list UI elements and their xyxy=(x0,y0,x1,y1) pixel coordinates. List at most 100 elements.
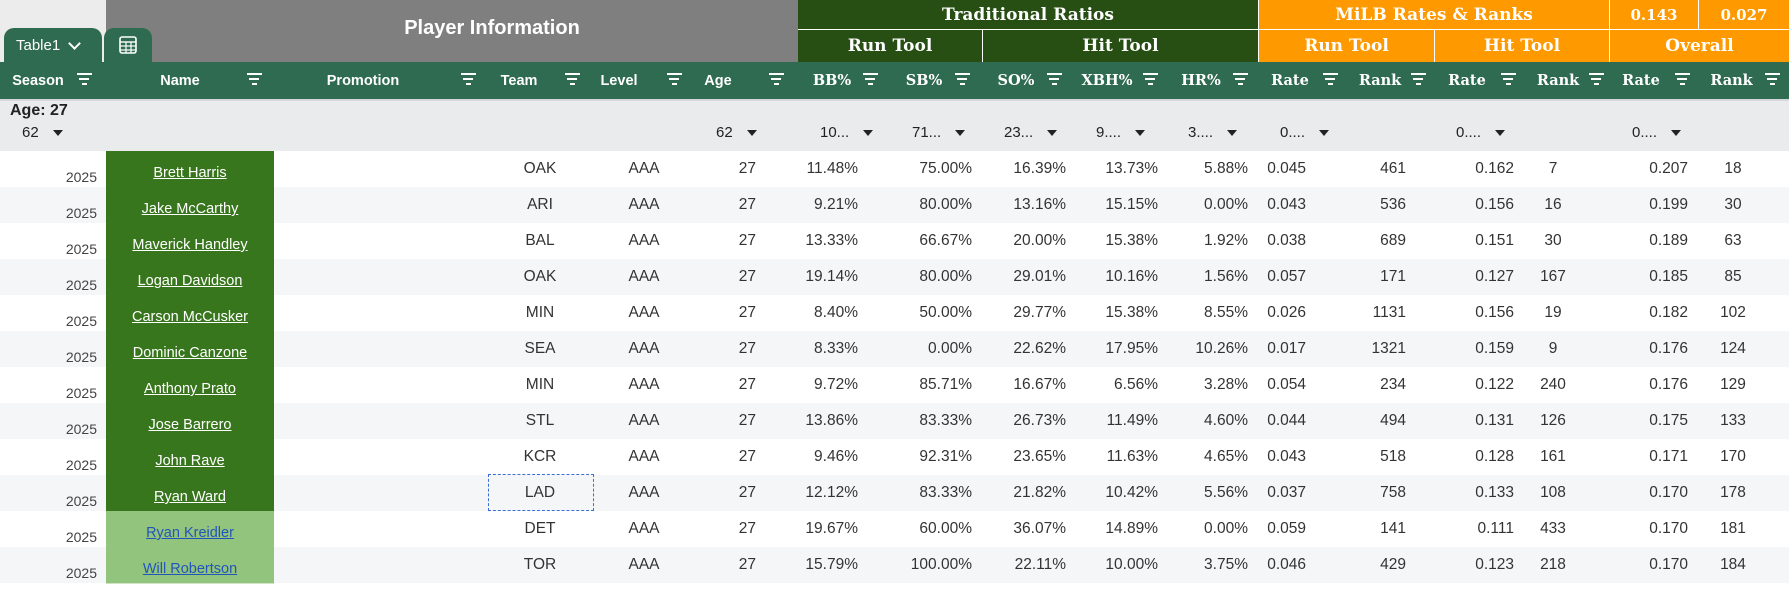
cell-name[interactable]: Maverick Handley xyxy=(106,223,274,260)
cell-ov-rank[interactable]: 63 xyxy=(1724,232,1742,249)
cell-season[interactable]: 2025 xyxy=(65,169,97,185)
so-summary-dropdown[interactable]: 23... xyxy=(1004,124,1058,141)
cell-xbh[interactable]: 15.15% xyxy=(1105,196,1158,213)
cell-age[interactable]: 27 xyxy=(738,196,756,213)
cell-team[interactable]: ARI xyxy=(527,196,553,213)
cell-so[interactable]: 23.65% xyxy=(1013,448,1066,465)
cell-hit-rank[interactable]: 240 xyxy=(1540,376,1566,393)
cell-run-rank[interactable]: 429 xyxy=(1380,556,1406,573)
hit-rate-summary-dropdown[interactable]: 0.... xyxy=(1456,124,1506,141)
cell-age[interactable]: 27 xyxy=(738,556,756,573)
cell-hit-rate[interactable]: 0.159 xyxy=(1475,340,1514,357)
cell-hit-rate[interactable]: 0.111 xyxy=(1477,520,1515,537)
col-header-so[interactable]: SO% xyxy=(982,62,1072,99)
cell-sb[interactable]: 92.31% xyxy=(919,448,972,465)
cell-promotion[interactable] xyxy=(274,475,482,511)
cell-sb[interactable]: 75.00% xyxy=(919,160,972,177)
cell-level[interactable]: AAA xyxy=(628,196,660,213)
cell-xbh[interactable]: 11.49% xyxy=(1106,412,1158,429)
cell-so[interactable]: 29.77% xyxy=(1013,304,1066,321)
cell-so[interactable]: 16.67% xyxy=(1013,376,1066,393)
cell-run-rank[interactable]: 494 xyxy=(1380,412,1406,429)
cell-run-rate[interactable]: 0.026 xyxy=(1267,304,1306,321)
cell-bb[interactable]: 12.12% xyxy=(805,484,858,501)
col-header-promotion[interactable]: Promotion xyxy=(274,62,482,99)
cell-promotion[interactable] xyxy=(274,547,482,583)
age-summary-dropdown[interactable]: 62 xyxy=(716,124,757,141)
player-name-link[interactable]: Ryan Ward xyxy=(154,489,226,505)
filter-icon[interactable] xyxy=(862,73,878,87)
player-name-link[interactable]: Dominic Canzone xyxy=(132,345,248,361)
player-name-link[interactable]: Anthony Prato xyxy=(144,381,236,397)
cell-run-rate[interactable]: 0.057 xyxy=(1267,268,1306,285)
cell-run-rate[interactable]: 0.059 xyxy=(1267,520,1306,537)
cell-ov-rate[interactable]: 0.185 xyxy=(1649,268,1688,285)
cell-so[interactable]: 22.62% xyxy=(1013,340,1066,357)
cell-xbh[interactable]: 13.73% xyxy=(1105,160,1158,177)
player-name-link[interactable]: Will Robertson xyxy=(142,561,238,577)
table-grid-button[interactable] xyxy=(104,28,152,62)
filter-icon[interactable] xyxy=(666,73,682,87)
cell-ov-rank[interactable]: 170 xyxy=(1720,448,1746,465)
col-header-age[interactable]: Age xyxy=(688,62,788,99)
cell-sb[interactable]: 100.00% xyxy=(910,556,972,573)
cell-bb[interactable]: 11.48% xyxy=(806,160,858,177)
cell-level[interactable]: AAA xyxy=(628,268,660,285)
chevron-down-icon[interactable] xyxy=(68,36,82,50)
cell-run-rate[interactable]: 0.038 xyxy=(1267,232,1306,249)
col-header-overall-rate[interactable]: Rate xyxy=(1610,62,1698,99)
cell-hr[interactable]: 10.26% xyxy=(1195,340,1248,357)
cell-name[interactable]: John Rave xyxy=(106,439,274,476)
cell-hit-rate[interactable]: 0.133 xyxy=(1475,484,1514,501)
cell-name[interactable]: Will Robertson xyxy=(106,547,274,584)
cell-name[interactable]: Ryan Kreidler xyxy=(106,511,274,548)
cell-bb[interactable]: 9.46% xyxy=(814,448,858,465)
cell-so[interactable]: 16.39% xyxy=(1013,160,1066,177)
cell-name[interactable]: Jake McCarthy xyxy=(106,187,274,224)
cell-xbh[interactable]: 11.63% xyxy=(1106,448,1158,465)
cell-hit-rank[interactable]: 108 xyxy=(1540,484,1566,501)
cell-bb[interactable]: 9.21% xyxy=(814,196,858,213)
cell-promotion[interactable] xyxy=(274,259,482,295)
cell-team[interactable]: MIN xyxy=(525,376,555,393)
cell-age[interactable]: 27 xyxy=(738,160,756,177)
cell-hit-rank[interactable]: 9 xyxy=(1548,340,1558,357)
col-header-run-rank[interactable]: Rank xyxy=(1348,62,1434,99)
cell-ov-rate[interactable]: 0.170 xyxy=(1649,556,1688,573)
cell-team[interactable]: DET xyxy=(524,520,556,537)
cell-hit-rate[interactable]: 0.128 xyxy=(1475,448,1514,465)
cell-bb[interactable]: 15.79% xyxy=(805,556,858,573)
cell-name[interactable]: Dominic Canzone xyxy=(106,331,274,368)
cell-name[interactable]: Brett Harris xyxy=(106,151,274,188)
cell-ov-rate[interactable]: 0.176 xyxy=(1649,340,1688,357)
cell-sb[interactable]: 66.67% xyxy=(919,232,972,249)
sb-summary-dropdown[interactable]: 71... xyxy=(912,124,966,141)
cell-hr[interactable]: 0.00% xyxy=(1204,196,1248,213)
cell-level[interactable]: AAA xyxy=(628,304,660,321)
cell-sb[interactable]: 60.00% xyxy=(919,520,972,537)
cell-season[interactable]: 2025 xyxy=(65,529,97,545)
cell-sb[interactable]: 80.00% xyxy=(919,268,972,285)
cell-hit-rank[interactable]: 30 xyxy=(1544,232,1562,249)
cell-run-rank[interactable]: 1321 xyxy=(1371,340,1406,357)
cell-hr[interactable]: 3.28% xyxy=(1204,376,1248,393)
cell-ov-rate[interactable]: 0.182 xyxy=(1649,304,1688,321)
cell-team[interactable]: BAL xyxy=(525,232,555,249)
overall-rate-summary-dropdown[interactable]: 0.... xyxy=(1632,124,1682,141)
cell-run-rank[interactable]: 141 xyxy=(1380,520,1406,537)
cell-promotion[interactable] xyxy=(274,511,482,547)
cell-ov-rank[interactable]: 133 xyxy=(1720,412,1746,429)
player-name-link[interactable]: Logan Davidson xyxy=(137,273,243,289)
group-count-dropdown[interactable]: 62 xyxy=(22,124,63,141)
cell-bb[interactable]: 8.33% xyxy=(814,340,858,357)
cell-season[interactable]: 2025 xyxy=(65,205,97,221)
cell-bb[interactable]: 19.67% xyxy=(805,520,858,537)
cell-season[interactable]: 2025 xyxy=(65,241,97,257)
cell-level[interactable]: AAA xyxy=(628,160,660,177)
cell-run-rank[interactable]: 234 xyxy=(1380,376,1406,393)
cell-hit-rank[interactable]: 16 xyxy=(1544,196,1562,213)
cell-sb[interactable]: 83.33% xyxy=(919,484,972,501)
cell-promotion[interactable] xyxy=(274,403,482,439)
filter-icon[interactable] xyxy=(1588,73,1604,87)
cell-hr[interactable]: 1.56% xyxy=(1204,268,1248,285)
